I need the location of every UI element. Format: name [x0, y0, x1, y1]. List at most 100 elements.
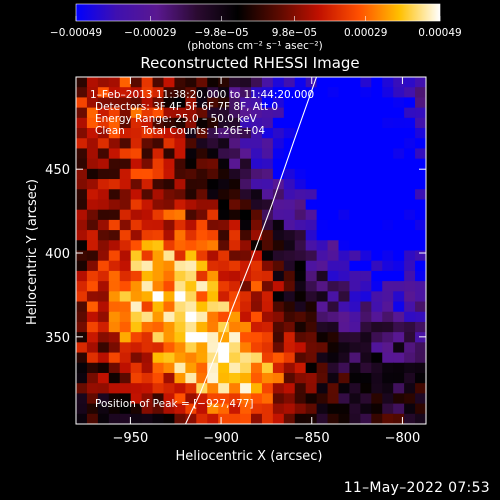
heatmap-cell [415, 128, 426, 139]
heatmap-cell [152, 342, 165, 354]
heatmap-cell [415, 383, 426, 394]
heatmap-cell [86, 97, 99, 109]
heatmap-cell [251, 291, 263, 303]
heatmap-cell [382, 403, 394, 415]
heatmap-cell [196, 301, 208, 313]
heatmap-cell [196, 403, 208, 415]
heatmap-cell [240, 189, 252, 201]
heatmap-cell [404, 250, 416, 262]
heatmap-cell [327, 321, 340, 333]
heatmap-cell [174, 342, 186, 354]
heatmap-cell [404, 199, 416, 211]
heatmap-cell [371, 179, 383, 190]
heatmap-cell [294, 240, 307, 252]
heatmap-cell [261, 270, 274, 282]
heatmap-cell [316, 362, 329, 374]
heatmap-cell [316, 240, 329, 252]
heatmap-cell [349, 413, 361, 424]
heatmap-cell [251, 260, 263, 272]
heatmap-cell [218, 281, 230, 292]
heatmap-cell [218, 332, 230, 343]
heatmap-cell [283, 199, 296, 211]
heatmap-cell [371, 260, 383, 272]
heatmap-cell [261, 219, 274, 231]
heatmap-cell [316, 321, 329, 333]
heatmap-cell [163, 179, 176, 190]
heatmap-cell [338, 97, 351, 109]
heatmap-cell [152, 77, 165, 88]
heatmap-cell [174, 158, 186, 170]
heatmap-cell [305, 240, 318, 252]
heatmap-cell [338, 158, 351, 170]
heatmap-cell [360, 301, 372, 313]
heatmap-cell [119, 168, 132, 180]
heatmap-cell [174, 77, 186, 88]
heatmap-cell [294, 372, 307, 384]
heatmap-cell [404, 128, 416, 139]
heatmap-cell [141, 362, 154, 374]
heatmap-cell [152, 291, 165, 303]
heatmap-cell [272, 342, 285, 354]
heatmap-cell [207, 179, 219, 190]
heatmap-cell [130, 138, 143, 150]
heatmap-cell [294, 383, 307, 394]
heatmap-cell [119, 301, 132, 313]
heatmap-cell [393, 107, 405, 119]
heatmap-cell [141, 301, 154, 313]
heatmap-cell [305, 179, 318, 190]
heatmap-cell [174, 383, 186, 394]
heatmap-cell [305, 372, 318, 384]
footer-date: 11–May–2022 07:53 [343, 480, 490, 496]
heatmap-cell [108, 219, 121, 231]
heatmap-cell [393, 393, 405, 405]
heatmap-cell [152, 199, 165, 211]
heatmap-cell [86, 158, 99, 170]
heatmap-cell [338, 291, 351, 303]
heatmap-cell [316, 260, 329, 272]
heatmap-cell [240, 128, 252, 139]
heatmap-cell [338, 168, 351, 180]
heatmap-cell [327, 158, 340, 170]
heatmap-cell [130, 107, 143, 119]
heatmap-cell [174, 168, 186, 180]
heatmap-cell [174, 148, 186, 160]
heatmap-cell [382, 291, 394, 303]
heatmap-cell [305, 281, 318, 292]
heatmap-cell [251, 117, 263, 129]
heatmap-cell [251, 352, 263, 364]
heatmap-cell [294, 158, 307, 170]
heatmap-cell [152, 179, 165, 190]
heatmap-cell [185, 87, 197, 99]
heatmap-cell [382, 311, 394, 323]
heatmap-cell [141, 372, 154, 384]
heatmap-cell [382, 107, 394, 119]
heatmap-cell [349, 383, 361, 394]
heatmap-cell [338, 209, 351, 221]
heatmap-cell [251, 158, 263, 170]
heatmap-cell [261, 179, 274, 190]
heatmap-cell [415, 209, 426, 221]
heatmap-cell [349, 179, 361, 190]
heatmap-cell [415, 138, 426, 150]
heatmap-cell [141, 332, 154, 343]
heatmap-cell [283, 372, 296, 384]
heatmap-cell [272, 321, 285, 333]
heatmap-cell [338, 179, 351, 190]
heatmap-cell [360, 189, 372, 201]
heatmap-cell [371, 77, 383, 88]
heatmap-cell [229, 107, 241, 119]
heatmap-cell [97, 107, 110, 119]
colorbar-tick-label: −9.8e−05 [195, 27, 249, 39]
heatmap-cell [261, 158, 274, 170]
heatmap-cell [207, 342, 219, 354]
heatmap-cell [294, 148, 307, 160]
heatmap-cell [240, 281, 252, 292]
heatmap-cell [207, 311, 219, 323]
heatmap-cell [305, 250, 318, 262]
heatmap-cell [163, 311, 176, 323]
heatmap-cell [185, 158, 197, 170]
chart-title: Reconstructed RHESSI Image [140, 54, 359, 72]
heatmap-cell [86, 311, 99, 323]
heatmap-cell [338, 301, 351, 313]
heatmap-cell [76, 291, 88, 303]
